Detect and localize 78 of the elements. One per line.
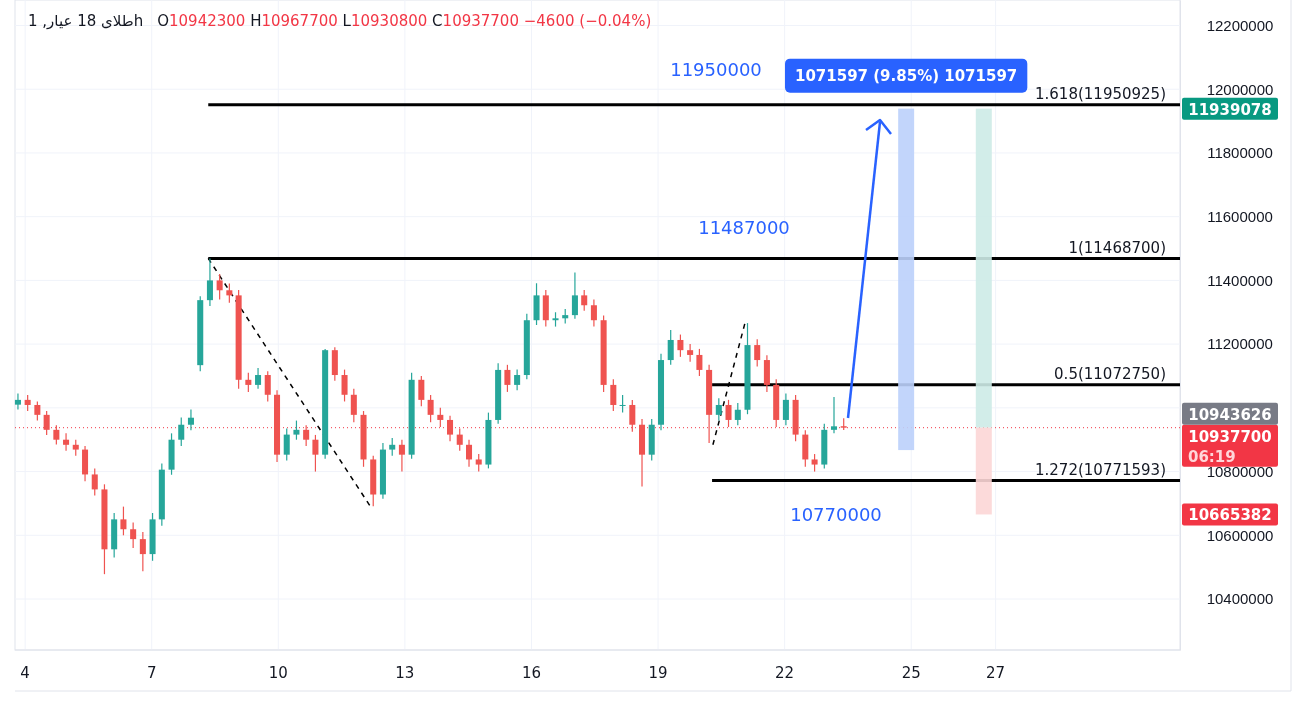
x-tick-label: 25 [901,664,921,682]
x-tick-label: 7 [146,664,157,682]
y-tick-label: 12200000 [1206,16,1274,34]
y-tick-label: 10400000 [1206,590,1274,608]
annotation: 1071597 (9.85%) 1071597 [795,66,1018,85]
candlestick [667,329,674,366]
candlestick [427,394,434,423]
candlestick [226,282,233,304]
candlestick [830,396,838,434]
annotation: 11950000 [670,59,762,80]
candlestick [130,521,137,549]
candlestick [14,392,21,411]
x-tick-label: 22 [775,664,795,682]
candlestick [120,506,127,536]
text: طلای 18 عیار, 1h [28,12,144,30]
ref-line-label: 10937700 [1188,427,1272,446]
text: O10942300 H10967700 L10930800 C10937700 −4600 (−0.04%) [157,12,652,30]
candlestick [293,419,300,441]
x-tick-label: 10 [268,664,288,682]
y-tick-label: 11600000 [1207,207,1273,225]
text: 10943626 [1188,405,1272,424]
candlestick [725,399,732,428]
candlestick [447,415,454,442]
candlestick [206,257,213,307]
candlestick [782,392,789,426]
y-tick-label: 11800000 [1207,144,1273,162]
candlestick [418,375,425,407]
candlestick [341,369,348,403]
candlestick [43,410,50,436]
candlestick [255,367,262,390]
candlestick [53,424,60,446]
candlestick [696,348,703,377]
candlestick [504,364,511,393]
y-tick-label: 12000000 [1206,80,1274,98]
text: 11939078 [1188,100,1272,119]
candlestick [178,416,185,447]
candlestick [264,370,271,403]
annotation: 1.272(10771593) [1035,460,1166,479]
x-tick-label: 19 [648,664,668,682]
annotation: 1.618(11950925) [1035,84,1166,103]
candlestick [283,427,290,462]
text: 10665382 [1188,506,1272,525]
x-tick-label: 16 [521,664,542,682]
candlestick [91,467,98,497]
candlestick [437,407,444,428]
candlestick [571,271,578,320]
candlestick [456,427,463,452]
candlestick [312,434,319,473]
y-tick-label: 11400000 [1207,271,1273,289]
y-tick-label: 10600000 [1206,526,1274,544]
x-tick-label: 13 [395,664,415,682]
candlestick [34,400,41,422]
candlestick [187,408,194,431]
candlestick [734,402,741,426]
x-tick-label: 27 [986,664,1006,682]
annotation: 1(11468700) [1068,238,1166,257]
x-tick-label: 4 [20,664,30,682]
candlestick [590,298,597,328]
candlestick [581,289,588,312]
candlestick [245,372,252,393]
y-tick-label: 11200000 [1207,335,1273,353]
candlestick [303,424,310,447]
candlestick [629,399,636,433]
candlestick [754,338,761,368]
annotation: 11487000 [698,217,790,238]
candlestick [350,388,357,423]
candlestick [687,343,694,363]
annotation: 10770000 [790,504,882,525]
annotation: 0.5(11072750) [1054,364,1166,383]
candlestick [466,439,473,468]
candlestick [139,531,146,572]
candlestick [216,273,223,301]
candlestick [610,378,617,412]
candlestick [715,397,722,422]
candlestick [514,369,521,391]
candlestick [677,333,684,358]
candlestick [398,439,405,473]
candlestick [63,432,70,452]
